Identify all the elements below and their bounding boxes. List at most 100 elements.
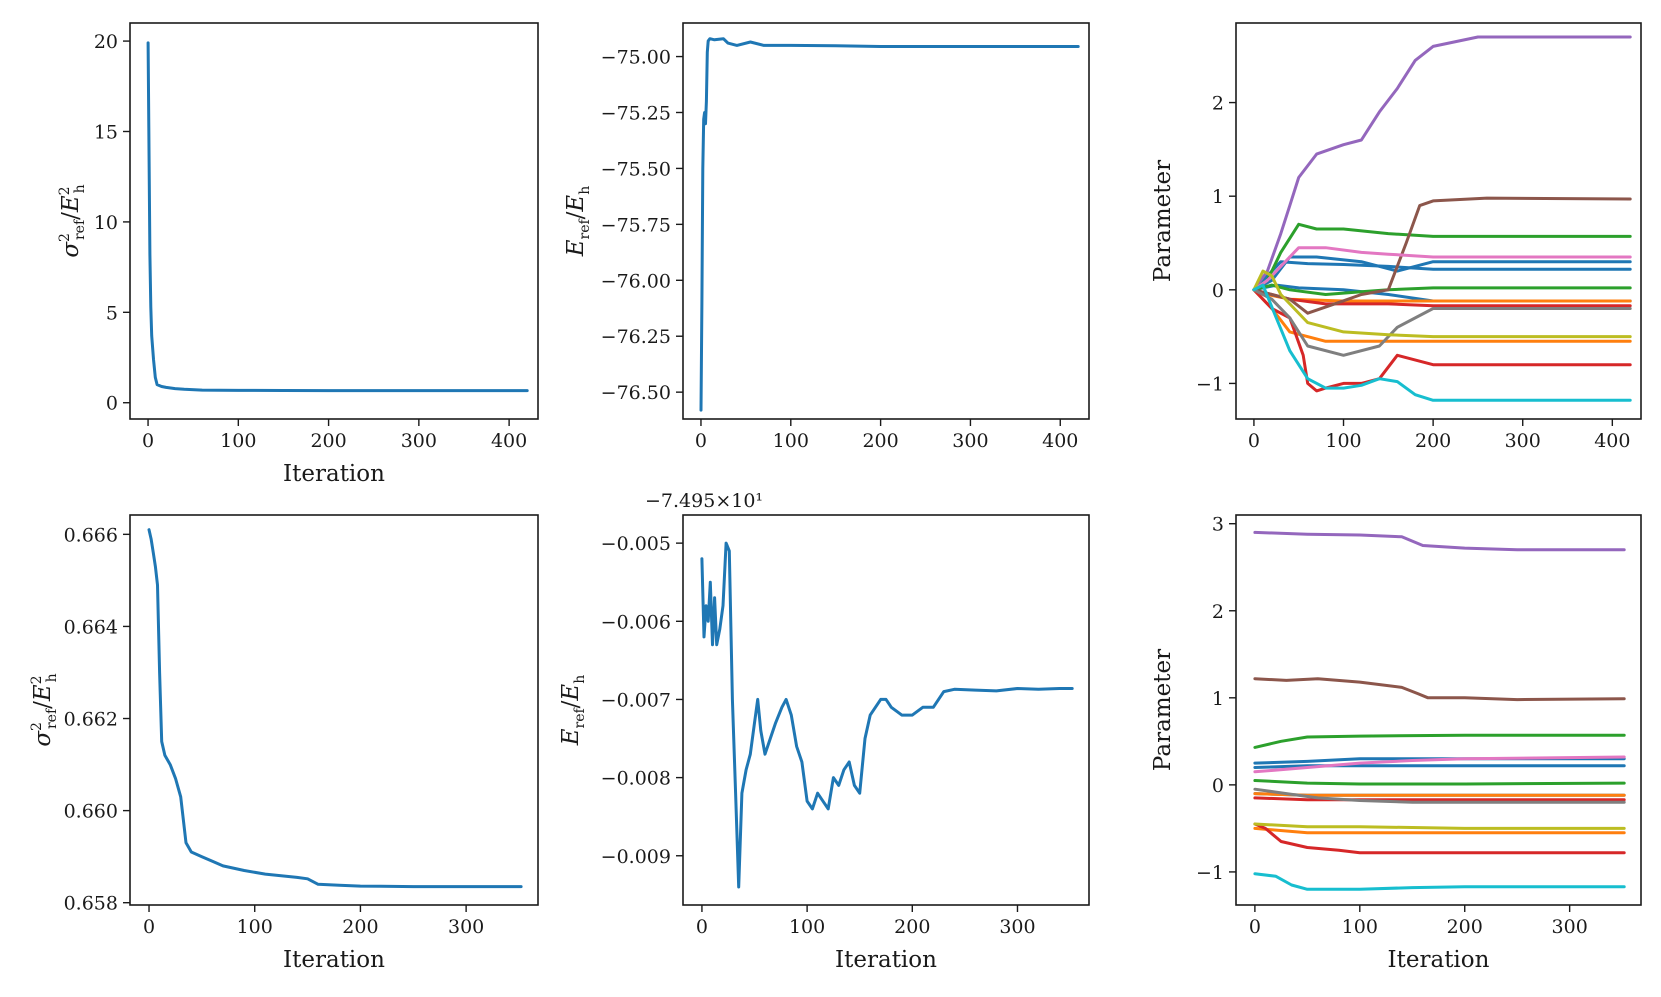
y-tick-label: 15 bbox=[94, 121, 118, 143]
series-line-p7 bbox=[1253, 822, 1626, 855]
y-tick-label: 2 bbox=[1212, 93, 1224, 115]
plot-frame bbox=[682, 22, 1090, 420]
x-tick-label: 0 bbox=[1248, 430, 1260, 452]
y-tick-label: 0.658 bbox=[64, 893, 118, 915]
series-line-p6 bbox=[1253, 779, 1626, 786]
series-line-p0 bbox=[1252, 260, 1632, 292]
x-tick-label: 0 bbox=[696, 916, 708, 938]
x-tick-label: 400 bbox=[1042, 430, 1078, 452]
x-tick-label: 400 bbox=[1594, 430, 1630, 452]
y-tick-label: 0.660 bbox=[64, 801, 118, 823]
y-axis-label: Parameter bbox=[1150, 649, 1176, 771]
series-line-p14 bbox=[1253, 872, 1626, 891]
x-tick-label: 200 bbox=[1415, 430, 1451, 452]
series-line-σ²ref bbox=[146, 41, 529, 393]
series-line-p5 bbox=[1252, 222, 1632, 292]
chart-p4: 0 100 200 300 0.658 0.660 0.662 0.664 0.666 Itera… bbox=[29, 514, 539, 973]
series-line-p10 bbox=[1252, 196, 1632, 315]
x-tick-label: 100 bbox=[1342, 916, 1378, 938]
y-tick-label: −0.008 bbox=[601, 768, 671, 790]
y-tick-label: 0 bbox=[1212, 280, 1224, 302]
chart-p6: 0 100 200 300 −1 0 1 2 3 Iteration Parameter bbox=[1150, 514, 1642, 973]
x-tick-label: 300 bbox=[1505, 430, 1541, 452]
series-line-p12 bbox=[1252, 288, 1632, 357]
plot-frame bbox=[129, 514, 539, 906]
series-line-p3 bbox=[1253, 826, 1626, 835]
y-tick-label: −75.25 bbox=[601, 102, 671, 124]
y-axis-label: σ2ref/E2h bbox=[29, 673, 60, 746]
plot-frame bbox=[682, 514, 1090, 906]
y-tick-label: −1 bbox=[1196, 862, 1224, 884]
y-tick-label: 1 bbox=[1212, 186, 1224, 208]
series-line-p9 bbox=[1253, 530, 1626, 552]
series-line-Eref bbox=[700, 541, 1074, 889]
series-line-p13 bbox=[1252, 269, 1632, 339]
plot-frame bbox=[129, 22, 539, 420]
chart-p2: 0 100 200 300 400 −75.00 −75.25 −75.50 −75.75 −76… bbox=[563, 22, 1090, 452]
y-tick-label: 0.664 bbox=[64, 616, 118, 638]
chart-p1: 0 100 200 300 400 0 5 10 15 20 Iteration σ2ref/E2h bbox=[57, 22, 539, 487]
x-axis-label: Iteration bbox=[283, 461, 385, 487]
plot-frame bbox=[1235, 514, 1642, 906]
x-tick-label: 400 bbox=[491, 430, 527, 452]
x-tick-label: 300 bbox=[448, 916, 484, 938]
series-line-p14 bbox=[1252, 283, 1632, 402]
chart-p3: 0 100 200 300 400 −1 0 1 2 Parameter bbox=[1150, 22, 1642, 452]
x-tick-label: 0 bbox=[695, 430, 707, 452]
y-tick-label: 20 bbox=[94, 31, 118, 53]
series-line-p5 bbox=[1253, 733, 1626, 749]
x-tick-label: 100 bbox=[220, 430, 256, 452]
y-tick-label: 1 bbox=[1212, 688, 1224, 710]
x-tick-label: 100 bbox=[1325, 430, 1361, 452]
y-tick-label: 2 bbox=[1212, 601, 1224, 623]
x-tick-label: 200 bbox=[1447, 916, 1483, 938]
y-tick-label: 0 bbox=[1212, 775, 1224, 797]
chart-p5: 0 100 200 300 −0.005 −0.006 −0.007 −0.008 −0.009… bbox=[558, 490, 1090, 973]
y-tick-label: −76.00 bbox=[601, 270, 671, 292]
x-tick-label: 300 bbox=[401, 430, 437, 452]
x-axis-label: Iteration bbox=[1388, 947, 1490, 973]
y-axis-label: σ2ref/E2h bbox=[57, 184, 88, 257]
x-tick-label: 200 bbox=[342, 916, 378, 938]
y-tick-label: −0.005 bbox=[601, 533, 671, 555]
x-axis-label: Iteration bbox=[283, 947, 385, 973]
x-tick-label: 0 bbox=[143, 916, 155, 938]
y-tick-label: −76.25 bbox=[601, 326, 671, 348]
y-tick-label: −0.006 bbox=[601, 611, 671, 633]
y-tick-label: −0.007 bbox=[601, 689, 671, 711]
series-line-p4 bbox=[1253, 792, 1626, 797]
x-tick-label: 0 bbox=[142, 430, 154, 452]
x-tick-label: 100 bbox=[789, 916, 825, 938]
x-tick-label: 0 bbox=[1249, 916, 1261, 938]
x-tick-label: 300 bbox=[999, 916, 1035, 938]
y-tick-label: −75.50 bbox=[601, 158, 671, 180]
y-tick-label: −76.50 bbox=[601, 382, 671, 404]
series-line-p1 bbox=[1253, 764, 1626, 769]
x-tick-label: 200 bbox=[310, 430, 346, 452]
series-line-p12 bbox=[1253, 787, 1626, 804]
y-tick-label: 0.662 bbox=[64, 709, 118, 731]
x-tick-label: 100 bbox=[237, 916, 273, 938]
y-tick-label: 3 bbox=[1212, 514, 1224, 536]
axis-offset-label: −7.495×10¹ bbox=[645, 490, 763, 512]
y-tick-label: −75.00 bbox=[601, 47, 671, 69]
y-tick-label: 0 bbox=[106, 393, 118, 415]
x-tick-label: 300 bbox=[1552, 916, 1588, 938]
y-axis-label: Eref/Eh bbox=[563, 186, 593, 258]
x-tick-label: 200 bbox=[894, 916, 930, 938]
series-line-p9 bbox=[1252, 35, 1632, 292]
y-tick-label: −1 bbox=[1196, 373, 1224, 395]
y-axis-label: Eref/Eh bbox=[558, 675, 588, 747]
series-line-p1 bbox=[1252, 255, 1632, 292]
series-line-p10 bbox=[1253, 677, 1626, 702]
y-axis-label: Parameter bbox=[1150, 160, 1176, 282]
x-tick-label: 300 bbox=[952, 430, 988, 452]
series-line-σ²ref bbox=[147, 528, 523, 889]
y-tick-label: −75.75 bbox=[601, 214, 671, 236]
series-line-p13 bbox=[1253, 822, 1626, 830]
x-tick-label: 100 bbox=[773, 430, 809, 452]
series-line-Eref bbox=[699, 37, 1080, 412]
series-line-p11 bbox=[1253, 755, 1626, 774]
y-tick-label: 0.666 bbox=[64, 524, 118, 546]
